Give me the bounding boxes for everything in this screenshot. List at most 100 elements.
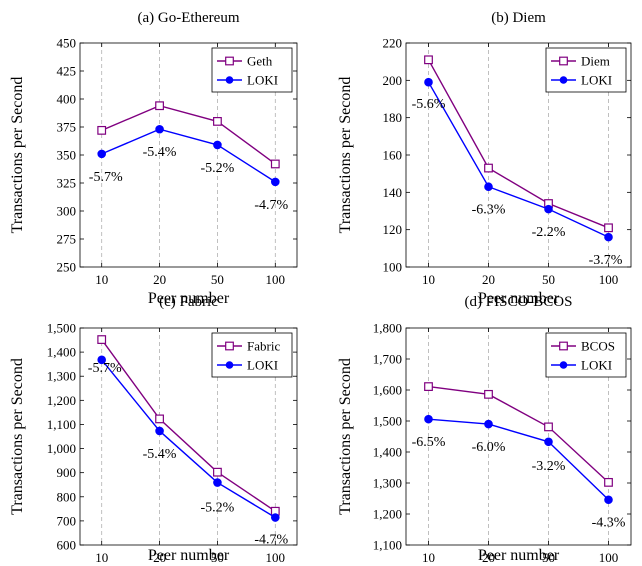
- plot-frame: [79, 327, 298, 546]
- y-tick-label: 160: [383, 148, 403, 163]
- legend-marker-square: [225, 56, 234, 66]
- legend-label: Fabric: [247, 339, 280, 354]
- series-line-loki: [427, 81, 609, 238]
- data-point-circle: [484, 182, 493, 192]
- data-point-circle: [97, 149, 106, 159]
- series-line-loki: [101, 359, 276, 519]
- data-point-square: [484, 389, 493, 399]
- x-tick-label: 50: [542, 550, 555, 565]
- y-tick-label: 450: [57, 36, 77, 51]
- y-tick-label: 600: [57, 538, 77, 553]
- x-tick-label: 10: [422, 272, 435, 287]
- series-line-bcos: [428, 385, 609, 483]
- data-point-square: [213, 467, 222, 477]
- chart-panel-2: (b) Diem 100 120 140 160 180 200 220 10 20 50 100 Pe…: [337, 10, 632, 307]
- y-tick-label: 900: [57, 465, 77, 480]
- chart-title: (d) FISCO-BCOS: [465, 294, 573, 310]
- legend-box: [545, 47, 627, 93]
- legend: Diem LOKI: [545, 47, 627, 93]
- y-tick-label: 350: [57, 148, 77, 163]
- y-tick-label: 325: [57, 176, 77, 191]
- y-tick-label: 1,100: [47, 417, 76, 432]
- series-line-loki: [428, 418, 609, 501]
- y-tick-label: 375: [57, 120, 77, 135]
- percent-annotation: -4.3%: [592, 516, 626, 531]
- x-tick-label: 100: [599, 550, 619, 565]
- percent-annotation: -6.5%: [412, 435, 446, 450]
- y-tick-label: 700: [57, 513, 77, 528]
- x-axis-label: Peer number: [148, 290, 230, 307]
- y-tick-label: 1,500: [47, 321, 76, 336]
- percent-annotation: -5.6%: [412, 97, 446, 112]
- y-tick-label: 300: [57, 204, 77, 219]
- y-tick-label: 1,800: [373, 321, 402, 336]
- y-tick-label: 180: [383, 110, 403, 125]
- data-point-square: [155, 414, 164, 424]
- y-axis-label: Transactions per Second: [9, 77, 26, 234]
- data-point-circle: [213, 478, 222, 487]
- data-point-circle: [271, 177, 280, 187]
- x-tick-label: 50: [211, 550, 224, 565]
- plot-frame: [405, 327, 632, 546]
- y-axis-label: Transactions per Second: [9, 358, 26, 515]
- percent-annotation: -2.2%: [532, 225, 566, 240]
- data-point-square: [97, 125, 107, 135]
- y-tick-label: 1,300: [373, 476, 402, 491]
- data-point-square: [484, 163, 493, 173]
- legend-marker-square: [225, 341, 234, 351]
- legend: Fabric LOKI: [211, 332, 293, 378]
- x-tick-label: 10: [95, 550, 108, 565]
- data-point-square: [97, 335, 107, 344]
- chart-panel-1: (a) Go-Ethereum 250 275 300 325 350 375 400 425 4…: [9, 10, 298, 307]
- legend-label: LOKI: [247, 358, 278, 373]
- data-point-square: [604, 223, 613, 233]
- y-tick-label: 1,000: [47, 441, 76, 456]
- data-point-circle: [424, 77, 433, 87]
- legend-marker-circle: [559, 361, 568, 369]
- data-point-circle: [604, 232, 613, 242]
- percent-annotation: -4.7%: [254, 198, 288, 213]
- data-point-circle: [544, 437, 553, 447]
- y-tick-label: 800: [57, 489, 77, 504]
- data-point-square: [604, 477, 613, 487]
- legend-label: LOKI: [581, 73, 612, 88]
- x-tick-label: 50: [542, 272, 555, 287]
- x-tick-label: 20: [482, 272, 495, 287]
- chart-title: (a) Go-Ethereum: [137, 10, 239, 26]
- percent-annotation: -5.7%: [88, 361, 122, 376]
- y-tick-label: 1,500: [373, 414, 402, 429]
- chart-title: (c) Fabric: [159, 294, 218, 310]
- data-point-square: [544, 422, 553, 432]
- x-tick-label: 100: [599, 272, 619, 287]
- legend-marker-square: [559, 341, 568, 351]
- legend: BCOS LOKI: [545, 332, 627, 378]
- data-point-circle: [155, 124, 164, 134]
- x-axis-label: Peer number: [478, 547, 560, 564]
- data-point-circle: [97, 355, 106, 365]
- percent-annotation: -4.7%: [254, 533, 288, 548]
- y-tick-label: 1,200: [373, 507, 402, 522]
- chart-title: (b) Diem: [491, 10, 546, 26]
- legend-label: LOKI: [247, 73, 278, 88]
- data-point-square: [424, 382, 433, 391]
- percent-annotation: -3.2%: [532, 459, 566, 474]
- series-line-geth: [101, 104, 276, 165]
- legend-marker-circle: [225, 76, 234, 84]
- y-axis-label: Transactions per Second: [337, 358, 354, 515]
- data-point-circle: [155, 426, 164, 436]
- x-tick-label: 10: [422, 550, 435, 565]
- legend-label: Diem: [581, 54, 610, 69]
- percent-annotation: -5.2%: [201, 501, 235, 516]
- x-tick-label: 20: [153, 550, 166, 565]
- x-tick-label: 100: [266, 272, 286, 287]
- y-tick-label: 220: [383, 36, 403, 51]
- chart-panel-4: (d) FISCO-BCOS 1,100 1,200 1,300 1,400 1,500 1…: [337, 294, 632, 565]
- y-tick-label: 1,300: [47, 369, 76, 384]
- data-point-circle: [271, 513, 280, 522]
- data-point-circle: [484, 419, 493, 429]
- x-tick-label: 20: [482, 550, 495, 565]
- data-point-square: [270, 159, 280, 169]
- x-tick-label: 10: [95, 272, 108, 287]
- y-axis-label: Transactions per Second: [337, 77, 354, 234]
